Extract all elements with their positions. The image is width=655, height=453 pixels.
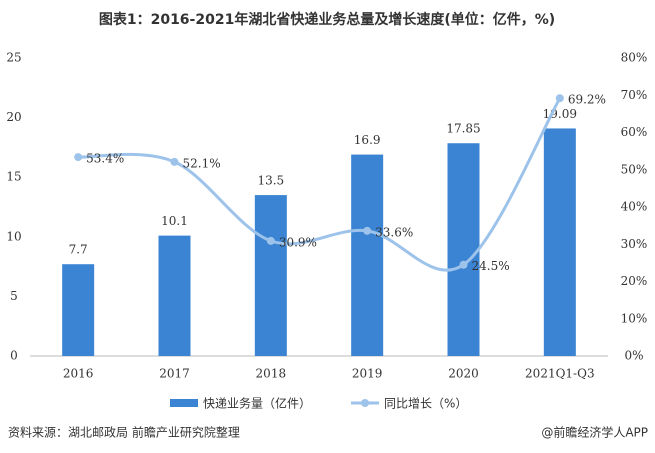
x-tick-label: 2021Q1-Q3 [525, 367, 595, 381]
y2-tick-label: 50% [621, 162, 648, 176]
bar [254, 195, 287, 356]
legend-label: 同比增长（%） [384, 397, 467, 411]
x-tick-label: 2017 [159, 367, 190, 381]
y2-tick-label: 70% [621, 88, 648, 102]
y2-tick-label: 0% [624, 349, 643, 363]
growth-point [266, 236, 275, 245]
line-value-label: 30.9% [279, 235, 317, 249]
growth-line [78, 97, 562, 272]
growth-point [170, 157, 179, 166]
bar-value-label: 17.85 [446, 122, 480, 136]
y-tick-label: 0 [10, 349, 18, 363]
y-tick-label: 25 [6, 51, 21, 65]
y2-tick-label: 40% [621, 200, 648, 214]
source: 资料来源：湖北邮政局 前瞻产业研究院整理 [8, 425, 240, 440]
growth-point [74, 153, 83, 162]
bar-value-label: 13.5 [257, 174, 284, 188]
line-value-label: 69.2% [568, 93, 606, 107]
legend-swatch [361, 399, 370, 407]
bar-value-label: 7.7 [69, 243, 88, 257]
x-tick-label: 2016 [63, 367, 94, 381]
growth-point [363, 226, 372, 235]
y2-tick-label: 80% [621, 51, 648, 65]
line-value-label: 53.4% [86, 152, 124, 166]
line-value-label: 33.6% [375, 225, 413, 239]
y2-tick-label: 20% [621, 274, 648, 288]
bar [158, 235, 191, 356]
line-value-label: 24.5% [472, 259, 510, 273]
legend-swatch [170, 399, 198, 407]
y2-tick-label: 10% [621, 311, 648, 325]
chart-title: 图表1：2016-2021年湖北省快递业务总量及增长速度(单位：亿件，%) [99, 11, 555, 28]
bar-value-label: 16.9 [354, 133, 381, 147]
y-tick-label: 20 [6, 110, 21, 124]
x-tick-label: 2018 [256, 367, 287, 381]
line-value-label: 52.1% [183, 156, 221, 170]
credit: @前瞻经济学人APP [541, 425, 648, 440]
bar [447, 143, 480, 356]
bar-value-label: 10.1 [161, 214, 188, 228]
y2-tick-label: 60% [621, 125, 648, 139]
growth-point [555, 94, 564, 103]
y-tick-label: 10 [6, 229, 21, 243]
x-tick-label: 2020 [448, 367, 479, 381]
bar [351, 154, 384, 356]
y2-tick-label: 30% [621, 237, 648, 251]
y-tick-label: 15 [6, 170, 21, 184]
growth-point [459, 260, 468, 269]
y-tick-label: 5 [10, 289, 18, 303]
bar [62, 264, 95, 356]
legend-label: 快递业务量（亿件） [203, 396, 311, 411]
x-tick-label: 2019 [352, 367, 383, 381]
bar [543, 128, 576, 356]
